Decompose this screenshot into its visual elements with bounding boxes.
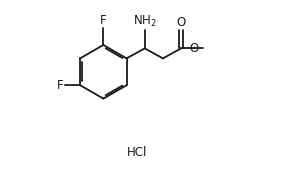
Text: F: F <box>100 14 107 27</box>
Text: F: F <box>57 79 64 92</box>
Text: HCl: HCl <box>127 146 147 159</box>
Text: NH$_2$: NH$_2$ <box>133 14 157 29</box>
Text: O: O <box>177 16 186 29</box>
Text: O: O <box>189 42 198 55</box>
